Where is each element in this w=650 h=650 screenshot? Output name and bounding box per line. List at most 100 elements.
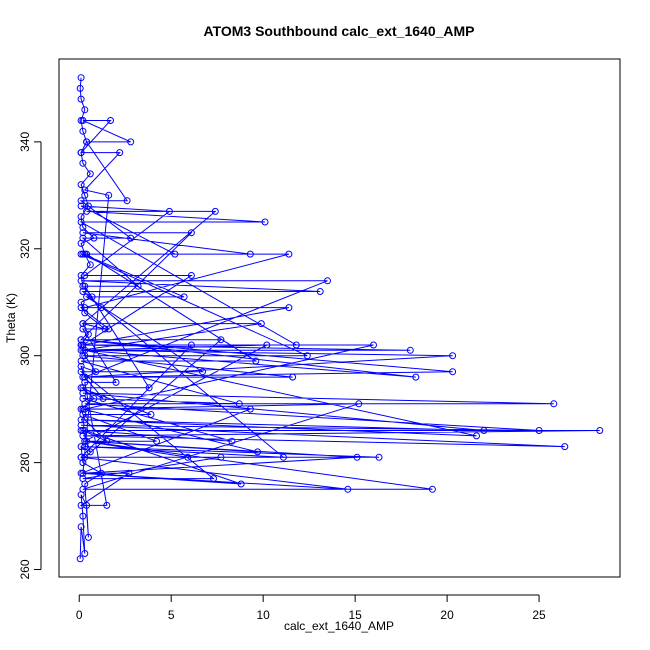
data-point: [596, 427, 604, 434]
data-point: [211, 207, 219, 215]
data-point: [263, 341, 271, 349]
data-point: [81, 282, 89, 290]
data-point: [79, 325, 87, 333]
data-point: [449, 368, 457, 376]
data-point: [289, 373, 297, 381]
data-point: [254, 448, 262, 456]
data-point: [79, 411, 87, 418]
data-point: [237, 480, 245, 488]
data-point: [79, 229, 87, 237]
data-point: [77, 453, 85, 461]
data-point: [375, 453, 383, 461]
data-point: [79, 485, 87, 493]
data-point: [355, 400, 363, 408]
x-tick-label: 20: [440, 608, 454, 622]
data-point: [235, 400, 243, 408]
data-point: [125, 469, 133, 477]
data-point: [210, 475, 217, 483]
data-point: [406, 346, 414, 354]
data-point: [76, 555, 84, 563]
data-point: [79, 234, 87, 242]
data-point: [81, 453, 89, 461]
data-point: [79, 320, 87, 328]
data-point: [147, 411, 155, 418]
data-point: [187, 272, 195, 279]
data-point: [77, 95, 85, 103]
data-point: [77, 202, 85, 210]
data-point: [77, 74, 85, 82]
data-point: [79, 250, 87, 258]
data-point: [184, 453, 192, 461]
y-tick-label: 300: [18, 345, 32, 365]
data-point: [81, 443, 89, 451]
data-point: [79, 117, 87, 124]
data-point: [550, 400, 558, 408]
data-point: [79, 405, 87, 413]
data-point: [83, 138, 91, 146]
data-point: [86, 261, 94, 269]
data-point: [252, 357, 260, 365]
data-point: [180, 293, 188, 301]
data-point: [76, 84, 84, 92]
data-point: [97, 304, 105, 312]
data-point: [145, 384, 153, 392]
y-axis-label: Theta (K): [4, 293, 18, 343]
data-point: [81, 550, 89, 557]
data-point: [127, 138, 135, 146]
data-point: [77, 443, 85, 451]
data-point: [171, 250, 179, 258]
data-point: [81, 191, 89, 199]
data-point: [127, 234, 135, 242]
data-point: [77, 213, 85, 221]
data-point: [84, 533, 92, 541]
x-axis-label: calc_ext_1640_AMP: [284, 619, 394, 633]
data-point: [79, 159, 87, 167]
data-point: [79, 127, 87, 135]
data-point: [246, 405, 254, 413]
data-point: [79, 341, 87, 349]
data-point: [279, 453, 287, 461]
data-point: [257, 320, 265, 328]
data-point: [77, 357, 85, 365]
data-point: [105, 191, 113, 199]
data-point: [81, 272, 89, 279]
x-tick-label: 5: [168, 608, 175, 622]
data-point: [77, 277, 85, 285]
data-point: [535, 427, 543, 434]
series-line: [79, 120, 600, 506]
axes: 0 5 10 15 20 25 260 280 300 320 340: [18, 132, 546, 622]
data-point: [370, 341, 377, 349]
data-point: [428, 485, 436, 493]
data-point: [77, 181, 85, 189]
data-point: [285, 304, 293, 312]
data-point: [449, 352, 457, 360]
x-tick-label: 25: [532, 608, 546, 622]
data-point: [77, 362, 85, 370]
y-tick-label: 260: [18, 559, 32, 579]
data-point: [81, 106, 89, 114]
data-point: [153, 437, 160, 445]
data-point: [83, 207, 91, 215]
data-point: [187, 341, 195, 349]
data-point: [81, 186, 89, 194]
data-point: [77, 304, 85, 312]
plot-area: [76, 74, 604, 563]
data-point: [107, 117, 114, 124]
data-point: [77, 421, 85, 429]
data-point: [79, 512, 87, 520]
data-point: [480, 427, 488, 434]
x-tick-label: 15: [348, 608, 362, 622]
data-point: [105, 325, 113, 333]
data-point: [79, 475, 87, 483]
data-point: [324, 277, 331, 285]
data-point: [292, 341, 300, 349]
data-point: [112, 378, 120, 386]
data-point: [199, 368, 206, 376]
data-point: [246, 250, 254, 258]
data-point: [353, 453, 361, 461]
data-point: [123, 197, 131, 205]
x-tick-label: 0: [76, 608, 83, 622]
data-point: [103, 501, 111, 509]
data-point: [86, 170, 94, 178]
